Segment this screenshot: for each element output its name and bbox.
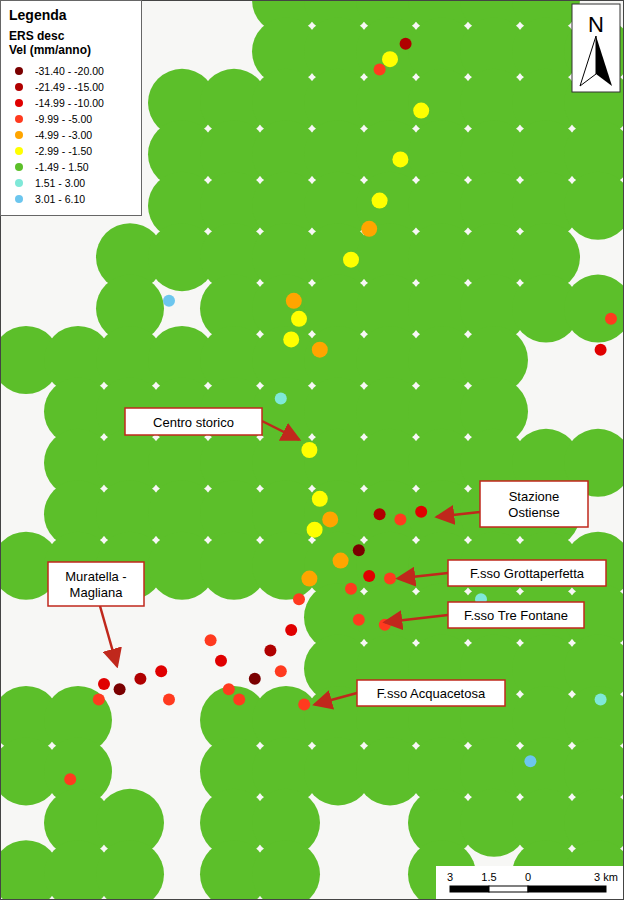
html-text:1.51 - 3.00: 1.51 - 3.00	[35, 177, 86, 189]
html-text:ERS desc: ERS desc	[9, 29, 65, 43]
svg-text:Stazione: Stazione	[509, 489, 560, 504]
html-text:-1.49 - 1.50: -1.49 - 1.50	[35, 161, 89, 173]
html-text:-14.99 - -10.00: -14.99 - -10.00	[35, 97, 104, 109]
html-text:-2.99 - -1.50: -2.99 - -1.50	[35, 145, 93, 157]
svg-text:Muratella -: Muratella -	[65, 569, 126, 584]
svg-text:Centro storico: Centro storico	[153, 415, 234, 430]
svg-text:3: 3	[447, 871, 453, 883]
svg-text:Ostiense: Ostiense	[508, 505, 559, 520]
html-text:3.01 - 6.10: 3.01 - 6.10	[35, 193, 86, 205]
svg-text:1.5: 1.5	[481, 871, 496, 883]
svg-text:Magliana: Magliana	[70, 585, 124, 600]
html-text:-4.99 - -3.00: -4.99 - -3.00	[35, 129, 93, 141]
svg-text:3 km: 3 km	[594, 871, 616, 883]
html-text:-31.40 - -20.00: -31.40 - -20.00	[35, 65, 104, 77]
svg-text:F.sso Grottaperfetta: F.sso Grottaperfetta	[470, 566, 585, 581]
svg-text:F.sso Tre Fontane: F.sso Tre Fontane	[464, 608, 568, 623]
html-text:Vel (mm/anno): Vel (mm/anno)	[9, 43, 91, 57]
svg-text:0: 0	[525, 871, 531, 883]
html-text:-21.49 - -15.00: -21.49 - -15.00	[35, 81, 104, 93]
html-text:-9.99 - -5.00: -9.99 - -5.00	[35, 113, 93, 125]
html-text:Legenda: Legenda	[9, 7, 67, 23]
svg-text:N: N	[588, 12, 604, 37]
svg-text:F.sso Acquacetosa: F.sso Acquacetosa	[377, 686, 486, 701]
